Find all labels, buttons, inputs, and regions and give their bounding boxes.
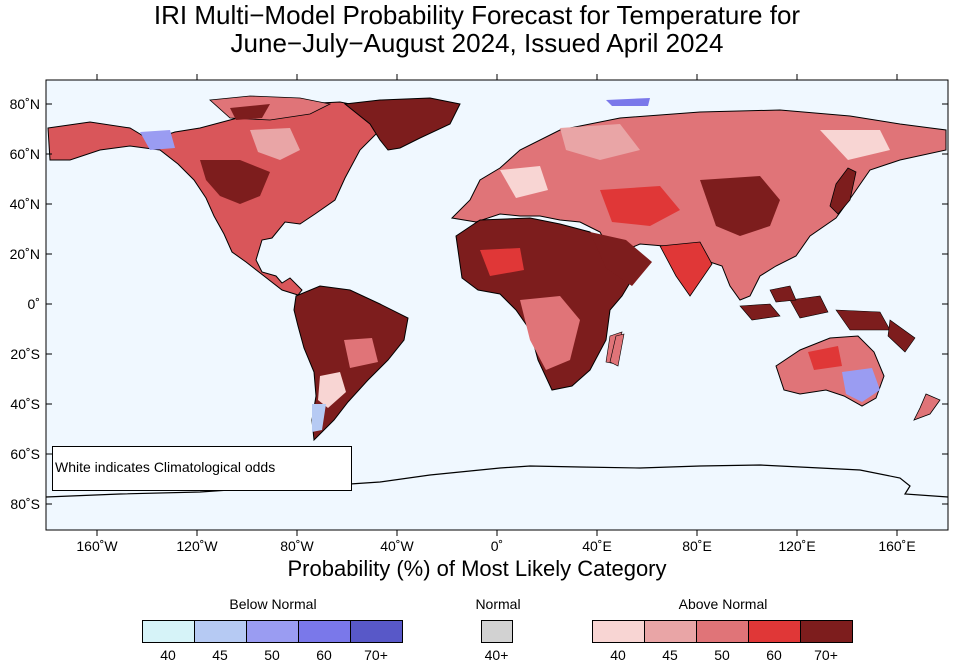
arctic-islands — [606, 98, 650, 106]
australia — [775, 335, 885, 407]
north-america — [47, 95, 381, 296]
latitude-tick-label: 40˚S — [10, 396, 40, 412]
legend-above-swatch — [592, 620, 645, 643]
longitude-tick-label: 80˚E — [682, 538, 712, 554]
legend-above-swatch — [748, 620, 801, 643]
latitude-tick-label: 60˚N — [10, 146, 40, 162]
legend-below-label: 40 — [160, 647, 176, 663]
arabia — [590, 232, 652, 286]
legend-above-label: 70+ — [814, 647, 838, 663]
legend-normal-label: 40+ — [484, 647, 509, 663]
maritime-continent — [739, 285, 916, 353]
legend-below-title: Below Normal — [229, 596, 317, 612]
legend-above-label: 60 — [766, 647, 782, 663]
legend-above-label: 40 — [610, 647, 626, 663]
legend-below-label: 70+ — [364, 647, 388, 663]
legend-above-label: 45 — [662, 647, 678, 663]
legend-above-title: Above Normal — [678, 596, 768, 612]
latitude-tick-label: 60˚S — [10, 446, 40, 462]
latitude-tick-label: 0˚ — [28, 296, 40, 312]
longitude-tick-label: 120˚W — [176, 538, 218, 554]
legend-normal-title: Normal — [475, 596, 521, 612]
legend-above-swatch — [644, 620, 697, 643]
legend-below-label: 60 — [316, 647, 332, 663]
new-zealand — [913, 393, 941, 421]
latitude-tick-label: 40˚N — [10, 196, 40, 212]
longitude-tick-label: 40˚E — [582, 538, 612, 554]
longitude-tick-label: 120˚E — [778, 538, 815, 554]
legend-below-swatch — [350, 620, 403, 643]
map-title-line-1: IRI Multi−Model Probability Forecast for… — [153, 0, 801, 30]
latitude-tick-label: 20˚S — [10, 346, 40, 362]
legend-above-swatch — [696, 620, 749, 643]
latitude-tick-label: 80˚N — [10, 96, 40, 112]
legend-below-swatch — [142, 620, 195, 643]
longitude-tick-label: 40˚W — [380, 538, 414, 554]
latitude-tick-label: 20˚N — [10, 246, 40, 262]
latitude-labels: 80˚N 60˚N 40˚N 20˚N 0˚ 20˚S 40˚S 60˚S 80˚S — [10, 96, 40, 512]
longitude-tick-label: 160˚W — [76, 538, 118, 554]
map-title-line-2: June−July−August 2024, Issued April 2024 — [230, 28, 724, 58]
colorbar-axis-label: Probability (%) of Most Likely Category — [287, 556, 667, 581]
legend-above-label: 50 — [714, 647, 730, 663]
longitude-tick-label: 160˚E — [878, 538, 915, 554]
legend-below-label: 50 — [264, 647, 280, 663]
climatology-note: White indicates Climatological odds — [52, 446, 352, 491]
india — [659, 241, 713, 297]
legend-below-swatch — [246, 620, 299, 643]
greenland — [343, 97, 461, 151]
legend-normal-swatch — [481, 620, 513, 643]
japan — [829, 167, 857, 215]
legend-below-swatch — [194, 620, 247, 643]
legend-below-label: 45 — [212, 647, 228, 663]
madagascar — [609, 333, 625, 367]
legend-below-swatch — [298, 620, 351, 643]
eurasia — [450, 109, 947, 301]
legend-above-swatch — [800, 620, 853, 643]
south-america — [293, 285, 409, 442]
latitude-tick-label: 80˚S — [10, 496, 40, 512]
longitude-labels: 160˚W 120˚W 80˚W 40˚W 0˚ 40˚E 80˚E 120˚E 160˚E — [76, 538, 915, 554]
longitude-tick-label: 0˚ — [491, 538, 503, 554]
longitude-tick-label: 80˚W — [280, 538, 314, 554]
axis-ticks — [46, 74, 948, 536]
